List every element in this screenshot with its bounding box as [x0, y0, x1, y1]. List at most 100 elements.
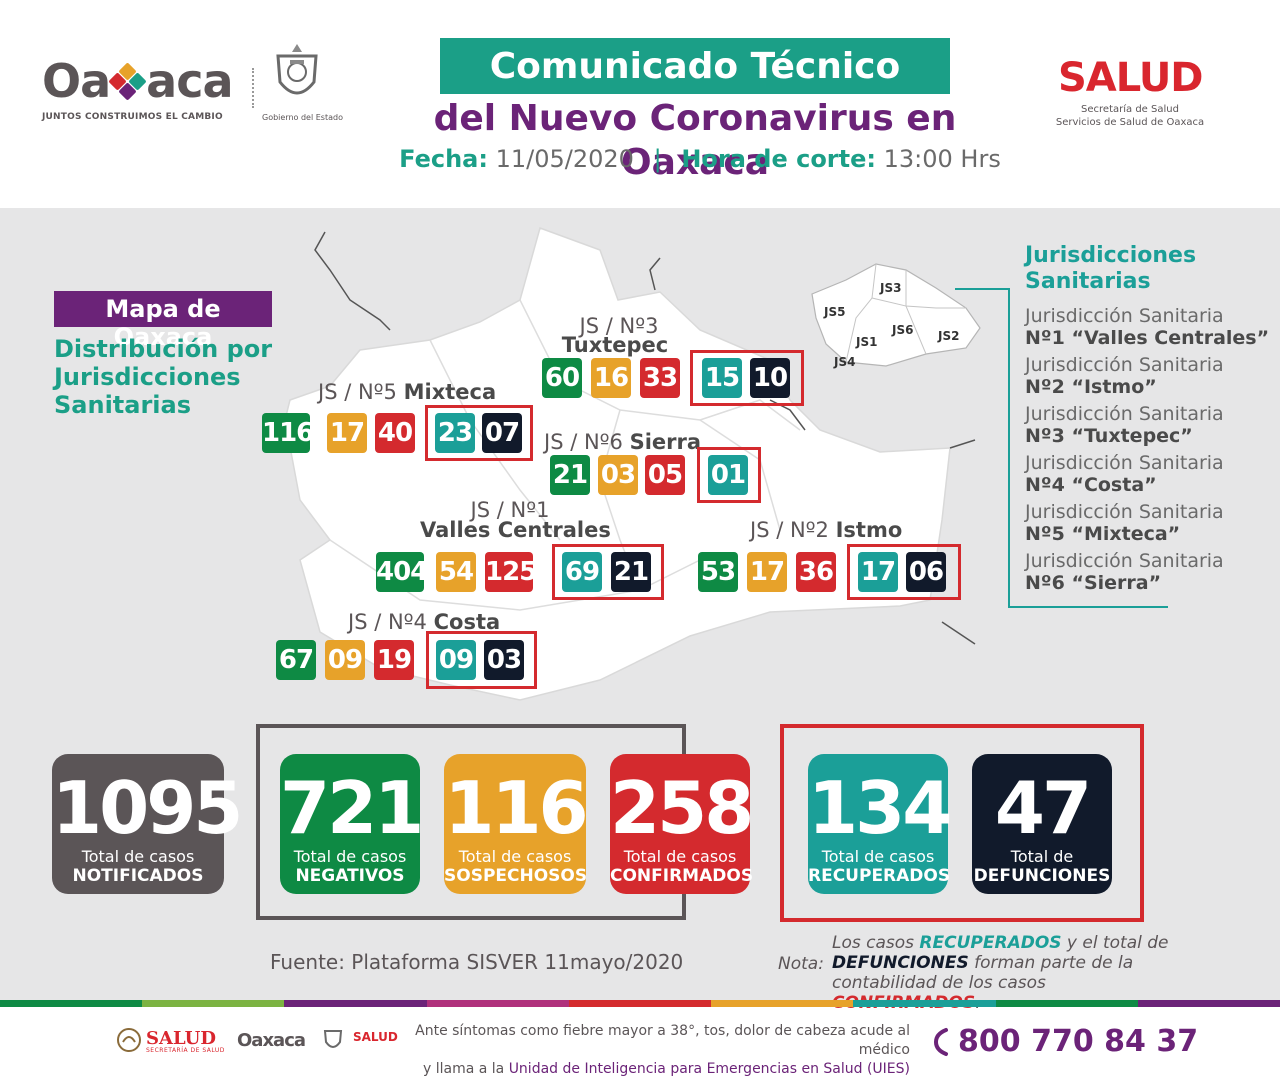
js5-outcome-frame [425, 405, 533, 461]
legend-title-line1: Jurisdicciones [1025, 243, 1197, 268]
js3-outcome-frame [690, 350, 804, 406]
js2-label: JS / Nº2 Istmo [750, 518, 902, 542]
js6-label-num: JS / Nº6 [544, 430, 623, 454]
js4-outcome-frame [426, 631, 537, 689]
logo-tagline: JUNTOS CONSTRUIMOS EL CAMBIO [42, 112, 223, 122]
js6-label: JS / Nº6 Sierra [544, 430, 701, 454]
js1-label-name: Valles Centrales [420, 518, 611, 542]
legend-item-line2: Nº5 “Mixteca” [1025, 523, 1181, 545]
eagle-emblem-icon [117, 1028, 141, 1052]
footer-message-line1: Ante síntomas como fiebre mayor a 38°, t… [415, 1023, 910, 1058]
confirmed-outcomes-frame [780, 724, 1144, 922]
js3-defunciones: 10 [750, 358, 790, 398]
legend-item-line2: Nº1 “Valles Centrales” [1025, 327, 1270, 349]
fecha-label: Fecha: [399, 145, 488, 173]
js3-recuperados: 15 [702, 358, 742, 398]
total-defunciones-value: 47 [994, 766, 1092, 850]
legend-item-line1: Jurisdicción Sanitaria [1025, 550, 1224, 572]
js5-defunciones: 07 [482, 413, 522, 453]
total-sospechosos-value: 116 [444, 766, 588, 850]
footer-message-part: y llama a la [422, 1061, 509, 1077]
total-card-line2: CONFIRMADOS [610, 866, 754, 886]
js1-defunciones: 21 [611, 552, 651, 592]
total-recuperados-value: 134 [808, 766, 952, 850]
legend-item-line2: Nº3 “Tuxtepec” [1025, 425, 1193, 447]
js6-sospechosos: 03 [598, 455, 638, 495]
total-negativos-value: 721 [280, 766, 424, 850]
js2-sospechosos: 17 [747, 552, 787, 592]
map-title: Mapa de Oaxaca [105, 295, 221, 351]
footer-uies: Unidad de Inteligencia para Emergencias … [508, 1061, 910, 1077]
state-seal-icon [276, 44, 318, 95]
total-defunciones-card: 47 Total de DEFUNCIONES [972, 754, 1112, 894]
js6-name: Sierra [629, 430, 702, 454]
logo-word-right: aca [146, 54, 233, 108]
svg-text:JS3: JS3 [879, 281, 901, 295]
total-notificados-value: 1095 [52, 766, 243, 850]
footer-salud-logo: SALUD [146, 1028, 216, 1049]
minimap-js3: JS3 [879, 281, 901, 295]
legend-bracket-bottom [1008, 606, 1168, 608]
total-card-line1: Total de casos [821, 847, 935, 866]
footer-oaxaca-logo: Oaxaca [237, 1030, 306, 1051]
js5-label-num: JS / Nº5 [318, 380, 397, 404]
legend-item-js1: Jurisdicción Sanitaria Nº1 “Valles Centra… [1025, 305, 1269, 349]
salud-sub-line2: Servicios de Salud de Oaxaca [1055, 117, 1205, 128]
map-subtitle: Distribución por Jurisdicciones Sanitari… [54, 335, 273, 419]
page-title: Comunicado Técnico Diario [489, 46, 901, 133]
footer-salud-sub: SECRETARÍA DE SALUD [146, 1047, 225, 1054]
js2-label-num: JS / Nº2 [750, 518, 829, 542]
svg-text:JS4: JS4 [833, 355, 855, 369]
footer-phone[interactable]: 800 770 84 37 [958, 1024, 1199, 1059]
js1-sospechosos: 54 [436, 552, 476, 592]
js4-label-num: JS / Nº4 [348, 610, 427, 634]
page-subtitle: del Nuevo Coronavirus en Oaxaca [433, 98, 957, 183]
date-separator: | [653, 145, 662, 173]
hora-label: Hora de corte: [681, 145, 876, 173]
legend-item-line2: Nº4 “Costa” [1025, 474, 1157, 496]
minimap-js5: JS5 [823, 305, 845, 319]
color-stripe [0, 1000, 1280, 1007]
note-defunciones: DEFUNCIONES [832, 953, 969, 973]
legend-item-js5: Jurisdicción Sanitaria Nº5 “Mixteca” [1025, 501, 1224, 545]
js6-confirmados: 05 [645, 455, 685, 495]
legend-item-line2: Nº6 “Sierra” [1025, 572, 1162, 594]
js6-negativos: 21 [550, 455, 590, 495]
total-card-line1: Total de casos [458, 847, 572, 866]
logo-word-left: Oa [42, 54, 111, 108]
svg-text:JS1: JS1 [855, 335, 877, 349]
js5-confirmados: 40 [375, 413, 415, 453]
gov-label: Gobierno del Estado [262, 113, 343, 122]
js1-label-num: JS / Nº1 [470, 498, 550, 522]
footer-seal-icon [323, 1030, 343, 1048]
js6-recuperados: 01 [708, 455, 748, 495]
legend-item-line2: Nº2 “Istmo” [1025, 376, 1157, 398]
oaxaca-logo: Oa aca [42, 58, 234, 104]
total-card-line1: Total de casos [81, 847, 195, 866]
note-label: Nota: [778, 954, 824, 974]
minimap-js6: JS6 [891, 323, 913, 337]
salud-sub-line1: Secretaría de Salud [1081, 104, 1179, 115]
total-card-line2: NOTIFICADOS [72, 866, 204, 886]
js4-negativos: 67 [276, 640, 316, 680]
js1-name: Valles Centrales [420, 518, 611, 542]
js3-label-num: JS / Nº3 [579, 314, 659, 338]
total-negativos-card: 721 Total de casos NEGATIVOS [280, 754, 424, 894]
legend-item-js4: Jurisdicción Sanitaria Nº4 “Costa” [1025, 452, 1224, 496]
js1-recuperados: 69 [562, 552, 602, 592]
footer-message-line2: y llama a la Unidad de Inteligencia para… [410, 1060, 910, 1079]
salud-logo: SALUD [1058, 55, 1204, 101]
legend-item-line1: Jurisdicción Sanitaria [1025, 452, 1224, 474]
note-part: y el total de [1061, 933, 1169, 953]
total-confirmados-value: 258 [610, 766, 754, 850]
js2-confirmados: 36 [796, 552, 836, 592]
footer-salud-small: SALUD [353, 1030, 398, 1044]
js2-negativos: 53 [698, 552, 738, 592]
note-part: forman parte de la contabilidad de los c… [832, 953, 1134, 993]
js2-defunciones: 06 [906, 552, 946, 592]
map-title-banner [54, 291, 272, 327]
js5-negativos: 116 [262, 413, 314, 453]
js2-outcome-frame [847, 544, 961, 600]
js1-outcome-frame [552, 544, 664, 600]
total-card-line1: Total de casos [293, 847, 407, 866]
